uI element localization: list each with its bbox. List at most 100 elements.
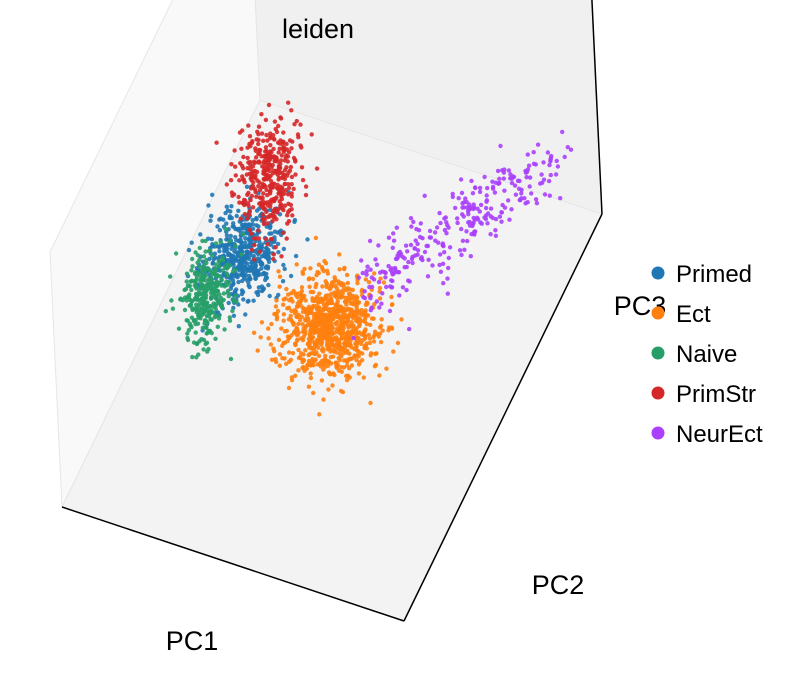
point <box>190 354 195 360</box>
point <box>440 243 446 248</box>
point <box>390 245 395 250</box>
point <box>246 123 251 128</box>
point <box>190 256 195 262</box>
point <box>313 343 318 349</box>
point <box>289 182 294 187</box>
point <box>485 211 491 216</box>
series-neurect <box>351 129 574 341</box>
point <box>371 339 377 344</box>
point <box>386 235 392 240</box>
point <box>288 317 294 322</box>
point <box>360 270 365 276</box>
point <box>290 213 295 218</box>
point <box>339 319 344 324</box>
point <box>274 129 280 135</box>
point <box>261 176 266 182</box>
point <box>295 337 300 342</box>
point <box>257 188 263 193</box>
point <box>311 339 317 345</box>
point <box>322 326 327 331</box>
point <box>279 326 284 331</box>
point <box>418 256 424 261</box>
point <box>265 138 270 143</box>
point <box>307 343 312 349</box>
point <box>205 284 211 289</box>
point <box>286 305 292 310</box>
point <box>527 184 532 189</box>
point <box>309 132 314 137</box>
point <box>326 387 331 392</box>
point <box>242 212 248 217</box>
point <box>259 272 264 277</box>
point <box>300 294 305 299</box>
point <box>344 358 349 363</box>
point <box>227 263 233 268</box>
point <box>269 236 274 242</box>
point <box>565 145 570 150</box>
point <box>355 331 360 336</box>
point <box>185 318 190 323</box>
point <box>163 309 168 314</box>
point <box>465 209 471 214</box>
point <box>234 287 239 292</box>
point <box>221 291 227 296</box>
point <box>244 254 249 259</box>
point <box>268 143 273 148</box>
point <box>278 161 283 167</box>
point <box>300 322 305 327</box>
point <box>251 253 257 259</box>
point <box>378 323 384 329</box>
point <box>282 266 287 272</box>
point <box>474 215 480 220</box>
point <box>213 262 219 267</box>
point <box>287 298 292 303</box>
point <box>233 173 238 178</box>
point <box>209 253 215 258</box>
point <box>188 323 193 328</box>
series-naive <box>163 226 246 362</box>
point <box>184 279 189 284</box>
point <box>335 313 340 319</box>
point <box>273 208 278 213</box>
point <box>471 215 476 221</box>
point <box>490 184 496 189</box>
point <box>256 272 261 278</box>
point <box>459 226 464 232</box>
point <box>409 224 414 229</box>
point <box>368 267 373 272</box>
point <box>344 272 350 278</box>
point <box>323 261 329 266</box>
point <box>473 185 478 191</box>
point <box>368 293 373 299</box>
point <box>263 145 269 150</box>
point <box>361 330 366 336</box>
point <box>458 177 464 182</box>
point <box>495 168 501 174</box>
point <box>412 246 418 251</box>
point <box>279 194 284 199</box>
point <box>390 278 395 284</box>
point <box>226 294 231 299</box>
point <box>284 147 290 152</box>
point <box>215 298 220 303</box>
point <box>378 339 384 345</box>
point <box>526 163 532 168</box>
point <box>343 335 348 341</box>
point <box>462 205 467 210</box>
point <box>292 122 297 127</box>
point <box>253 148 258 153</box>
point <box>218 216 223 221</box>
point <box>335 299 340 304</box>
point <box>208 317 213 322</box>
point <box>355 281 360 286</box>
point <box>263 236 269 242</box>
point <box>280 230 286 235</box>
point <box>265 192 270 198</box>
point <box>248 144 253 149</box>
point <box>265 200 270 205</box>
point <box>330 283 335 289</box>
point <box>354 347 359 353</box>
point <box>262 165 267 171</box>
point <box>294 118 299 124</box>
point <box>498 143 503 149</box>
